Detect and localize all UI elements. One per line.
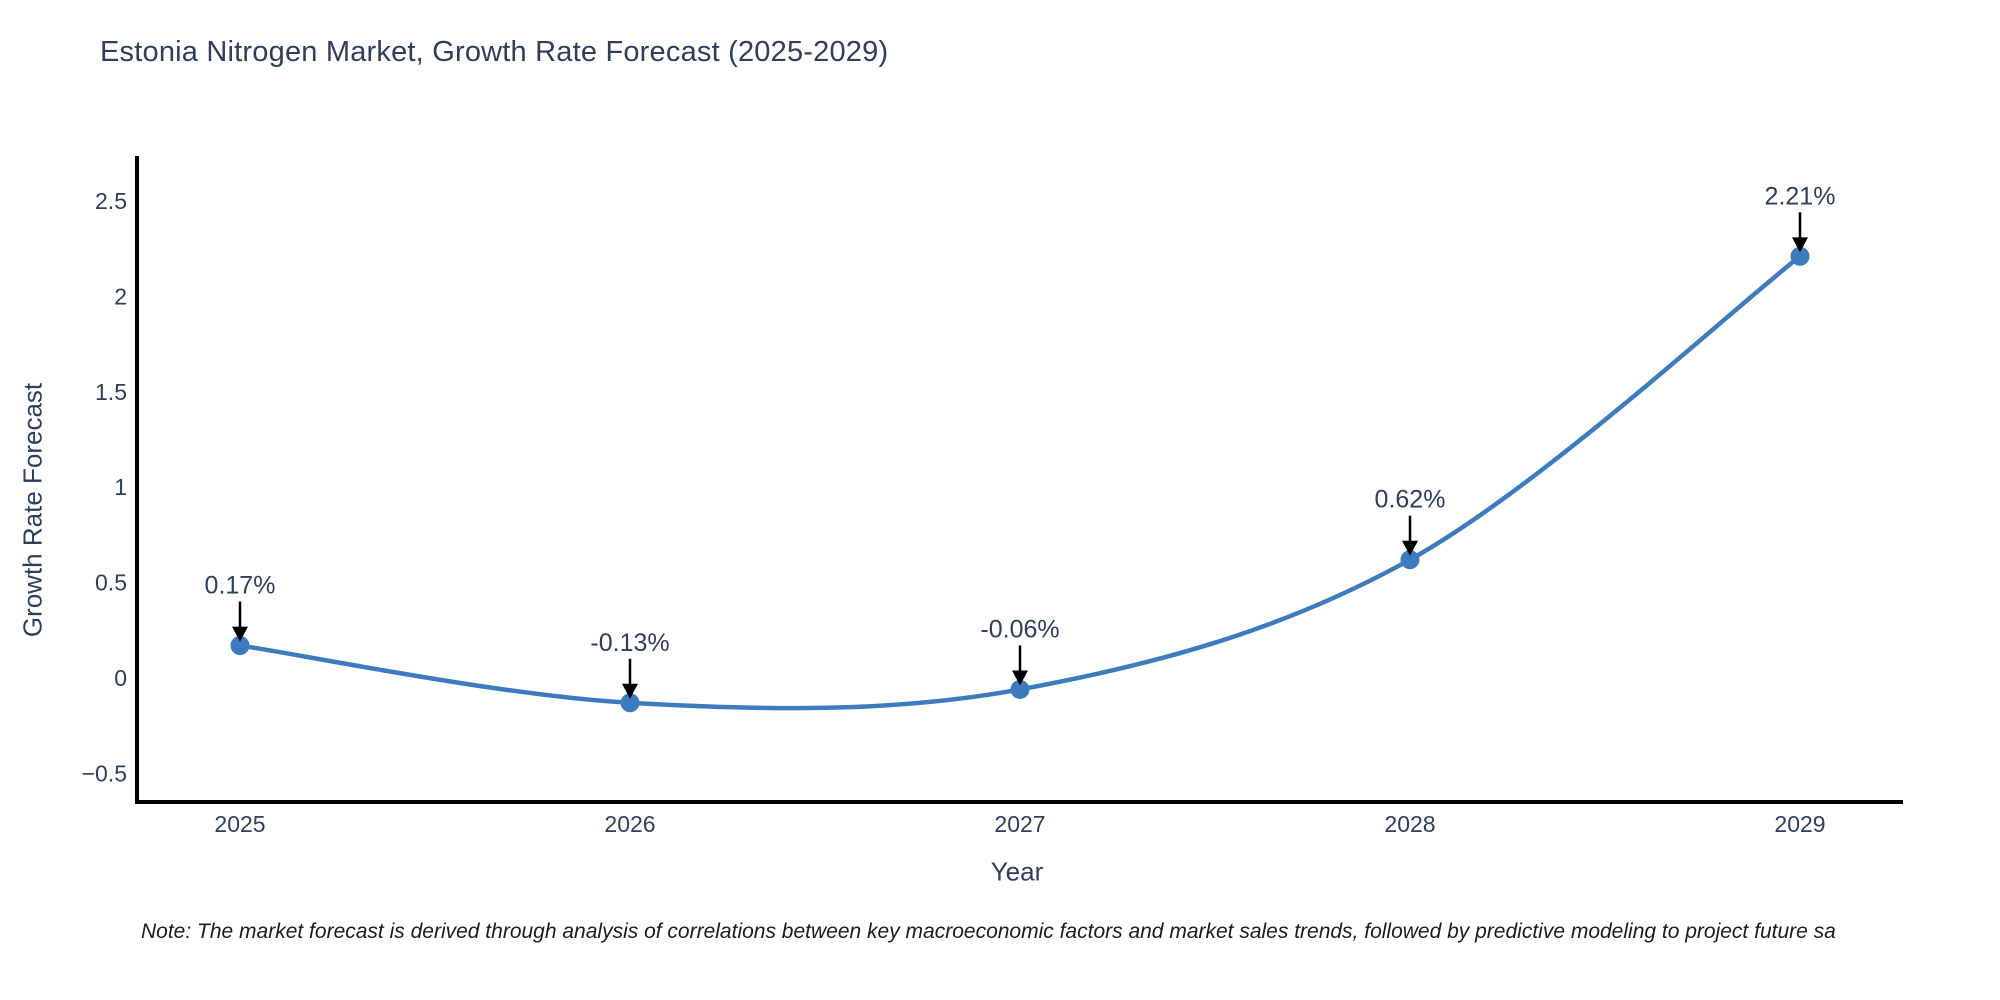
y-tick-label: −0.5	[82, 760, 127, 786]
chart-title: Estonia Nitrogen Market, Growth Rate For…	[100, 36, 889, 68]
data-point-label: 2.21%	[1765, 182, 1836, 210]
data-point-label: 0.17%	[205, 572, 276, 600]
x-tick-label: 2027	[994, 811, 1045, 837]
y-tick-label: 0	[114, 665, 127, 691]
data-point-marker	[620, 693, 640, 713]
data-point-label: 0.62%	[1375, 486, 1446, 514]
annotation-arrowhead	[1012, 670, 1028, 686]
x-tick-label: 2026	[604, 811, 655, 837]
data-point-label: -0.06%	[980, 615, 1059, 643]
x-tick-label: 2028	[1384, 811, 1435, 837]
chart-footnote: Note: The market forecast is derived thr…	[141, 920, 1836, 943]
annotation-arrowhead	[232, 626, 248, 642]
y-tick-label: 2	[114, 283, 127, 309]
data-point-marker	[230, 636, 250, 656]
annotation-arrowhead	[622, 683, 638, 699]
y-tick-label: 1	[114, 474, 127, 500]
data-point-label: -0.13%	[590, 629, 669, 657]
data-point-marker	[1790, 246, 1810, 266]
data-point-marker	[1010, 679, 1030, 699]
x-axis-title: Year	[990, 856, 1044, 887]
trend-line	[237, 254, 1803, 711]
y-tick-label: 0.5	[95, 570, 127, 596]
y-tick-label: 2.5	[95, 188, 127, 214]
x-tick-label: 2029	[1774, 811, 1825, 837]
y-tick-label: 1.5	[95, 379, 127, 405]
x-tick-label: 2025	[214, 811, 265, 837]
annotation-arrowhead	[1402, 540, 1418, 556]
annotation-arrowhead	[1792, 237, 1808, 253]
data-point-marker	[1400, 550, 1420, 570]
